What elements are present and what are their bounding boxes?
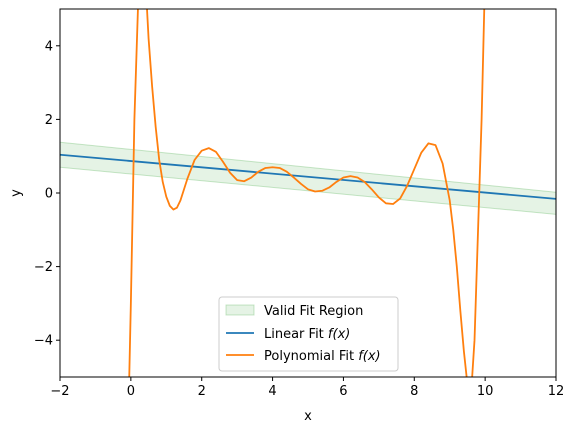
x-axis-ticks: −2 0 2 4 6 8 10 12 — [50, 377, 564, 399]
legend-label-band: Valid Fit Region — [264, 304, 363, 319]
valid-fit-region-band — [60, 141, 556, 215]
legend-swatch-band — [225, 304, 255, 316]
x-axis-label: x — [304, 409, 312, 424]
legend: Valid Fit Region Linear Fit f(x) Polynom… — [218, 296, 399, 372]
y-tick-label: −4 — [34, 334, 53, 349]
linear-fit-line — [60, 153, 556, 200]
y-tick-label: −2 — [34, 260, 53, 275]
y-axis-label: y — [9, 189, 24, 197]
polynomial-fit-line — [128, 9, 486, 377]
y-axis-ticks: −4 −2 0 2 4 — [34, 39, 60, 349]
x-tick-label: 10 — [477, 384, 494, 399]
x-tick-label: 0 — [127, 384, 135, 399]
x-tick-label: 6 — [339, 384, 347, 399]
x-tick-label: −2 — [50, 384, 69, 399]
legend-label-linear: Linear Fit f(x) — [264, 327, 350, 342]
x-tick-label: 12 — [548, 384, 565, 399]
y-tick-label: 2 — [45, 113, 53, 128]
legend-label-polynomial: Polynomial Fit f(x) — [264, 349, 381, 364]
y-tick-label: 4 — [45, 39, 53, 54]
x-tick-label: 4 — [268, 384, 276, 399]
plot-area — [60, 9, 556, 377]
y-tick-label: 0 — [45, 187, 53, 202]
x-tick-label: 2 — [198, 384, 206, 399]
x-tick-label: 8 — [410, 384, 418, 399]
legend-box — [218, 296, 399, 372]
